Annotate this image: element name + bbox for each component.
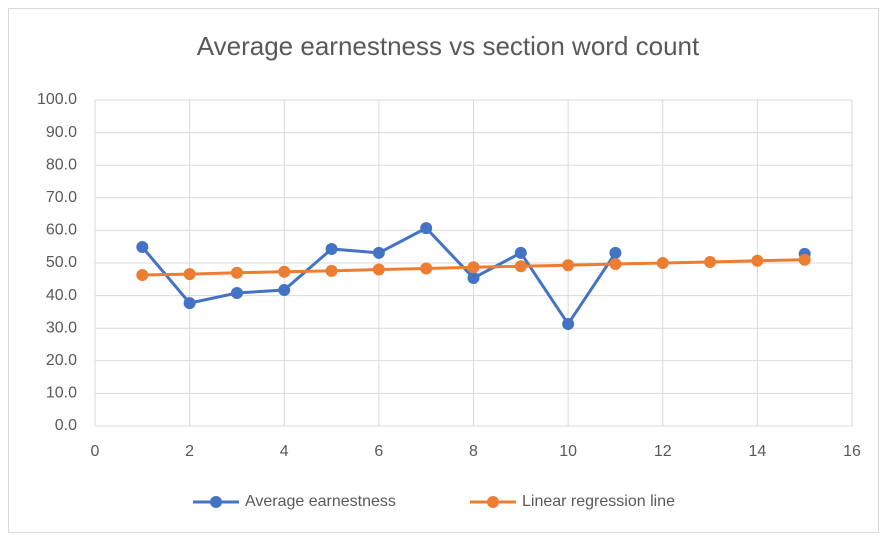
x-tick-label: 8: [469, 443, 478, 460]
chart-title: Average earnestness vs section word coun…: [197, 31, 700, 61]
point: [514, 246, 527, 259]
x-tick-label: 16: [843, 443, 861, 460]
point: [278, 284, 291, 297]
point: [467, 261, 480, 274]
point: [183, 268, 196, 281]
point: [751, 254, 764, 267]
point: [514, 260, 527, 273]
x-tick-label: 12: [654, 443, 672, 460]
point: [136, 269, 149, 282]
x-tick-label: 0: [91, 443, 100, 460]
point: [230, 286, 243, 299]
point: [467, 271, 480, 284]
legend-marker: [210, 496, 222, 508]
y-tick-label: 60.0: [46, 222, 77, 239]
y-tick-label: 50.0: [46, 254, 77, 271]
point: [420, 222, 433, 235]
x-tick-label: 6: [374, 443, 383, 460]
point: [420, 262, 433, 275]
x-tick-label: 4: [280, 443, 289, 460]
point: [656, 257, 669, 269]
point: [372, 246, 385, 259]
x-tick-label: 2: [185, 443, 194, 460]
point: [562, 317, 575, 330]
point: [278, 265, 291, 278]
point: [562, 259, 575, 272]
point: [704, 256, 717, 269]
x-tick-label: 14: [748, 443, 766, 460]
point: [183, 297, 196, 310]
y-tick-label: 70.0: [46, 189, 77, 206]
legend-label: Average earnestness: [245, 493, 396, 510]
y-tick-label: 90.0: [46, 124, 77, 141]
legend-label: Linear regression line: [522, 493, 675, 510]
point: [230, 266, 243, 279]
point: [325, 242, 338, 255]
y-tick-label: 80.0: [46, 156, 77, 173]
point: [609, 246, 622, 259]
legend-marker: [487, 496, 499, 508]
point: [325, 264, 338, 277]
point: [609, 257, 622, 270]
point: [136, 241, 149, 254]
x-tick-label: 10: [559, 443, 577, 460]
y-tick-label: 30.0: [46, 319, 77, 336]
y-tick-label: 20.0: [46, 352, 77, 369]
y-tick-label: 100.0: [37, 91, 77, 108]
y-tick-label: 10.0: [46, 385, 77, 402]
chart-border: [8, 8, 879, 533]
point: [798, 253, 811, 266]
point: [372, 263, 385, 276]
y-tick-label: 0.0: [55, 417, 77, 434]
y-tick-label: 40.0: [46, 287, 77, 304]
